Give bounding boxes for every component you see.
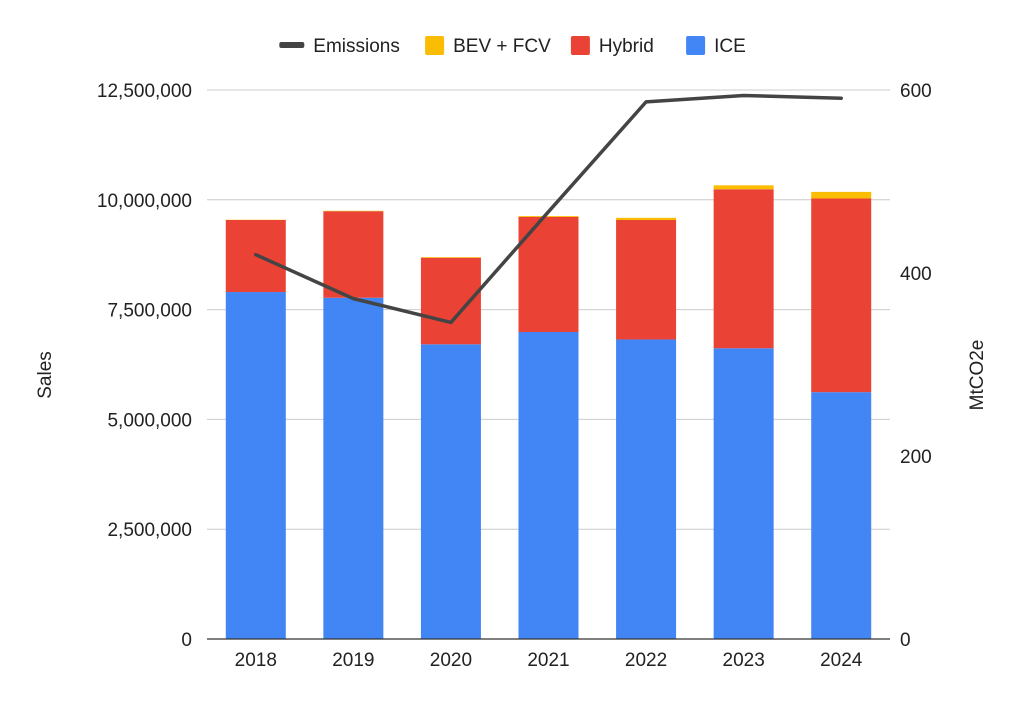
- legend-swatch-ice: [686, 36, 705, 55]
- y-tick-label: 12,500,000: [97, 81, 192, 102]
- bar-ice: [811, 392, 871, 639]
- y2-tick-label: 400: [900, 264, 932, 285]
- bar-bev-fcv: [616, 218, 676, 220]
- bars: [226, 185, 871, 639]
- bar-ice: [226, 292, 286, 639]
- x-tick-label: 2022: [625, 650, 667, 671]
- y-axis-title: Sales: [35, 351, 56, 399]
- bar-hybrid: [616, 220, 676, 339]
- bar-ice: [323, 298, 383, 639]
- bar-ice: [714, 348, 774, 639]
- y-tick-label: 10,000,000: [97, 191, 192, 212]
- x-tick-label: 2021: [527, 650, 569, 671]
- legend-label-hybrid: Hybrid: [599, 36, 654, 57]
- y-tick-label: 7,500,000: [107, 301, 192, 322]
- bar-ice: [421, 344, 481, 639]
- axes: 0 2,500,000 5,000,000 7,500,000 10,000,000 12…: [97, 81, 932, 671]
- bar-bev-fcv: [519, 216, 579, 217]
- bar-hybrid: [323, 211, 383, 298]
- legend-label-bev-fcv: BEV + FCV: [453, 36, 551, 57]
- y2-axis-title: MtCO2e: [967, 340, 988, 411]
- y2-tick-label: 200: [900, 447, 932, 468]
- x-tick-label: 2018: [235, 650, 277, 671]
- legend-swatch-hybrid: [571, 36, 590, 55]
- legend-swatch-bev-fcv: [425, 36, 444, 55]
- x-tick-label: 2020: [430, 650, 472, 671]
- y-tick-label: 0: [181, 630, 192, 651]
- legend-label-emissions: Emissions: [313, 36, 400, 57]
- bar-bev-fcv: [811, 192, 871, 199]
- x-tick-label: 2019: [332, 650, 374, 671]
- y2-tick-label: 0: [900, 630, 911, 651]
- legend: Emissions BEV + FCV Hybrid ICE: [279, 36, 745, 57]
- bar-ice: [616, 339, 676, 639]
- bar-hybrid: [714, 189, 774, 348]
- bar-hybrid: [811, 198, 871, 392]
- y-tick-label: 5,000,000: [107, 410, 192, 431]
- legend-swatch-emissions: [279, 42, 304, 48]
- x-tick-label: 2024: [820, 650, 863, 671]
- bar-ice: [519, 332, 579, 639]
- x-tick-label: 2023: [723, 650, 765, 671]
- y-tick-label: 2,500,000: [107, 520, 192, 541]
- bar-bev-fcv: [421, 257, 481, 258]
- y2-tick-label: 600: [900, 81, 932, 102]
- bar-bev-fcv: [714, 185, 774, 189]
- legend-label-ice: ICE: [714, 36, 746, 57]
